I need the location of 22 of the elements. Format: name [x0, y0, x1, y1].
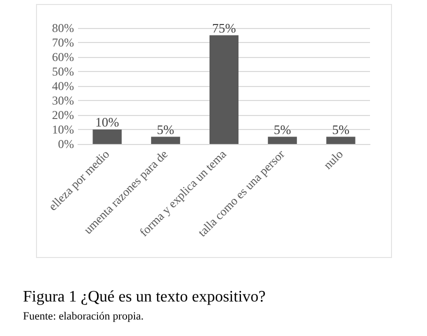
bar	[210, 35, 238, 144]
bar	[326, 136, 356, 144]
y-tick-label: 30%	[52, 94, 74, 108]
data-label: 10%	[95, 114, 120, 130]
source-note: Fuente: elaboración propia.	[23, 310, 144, 322]
y-tick-label: 20%	[52, 108, 74, 122]
data-label: 5%	[156, 122, 174, 137]
bar	[92, 130, 122, 144]
data-label: 5%	[274, 122, 292, 137]
text: Figura 1 ¿Qué es un texto expositivo?	[23, 288, 266, 306]
data-label: 5%	[332, 122, 350, 137]
y-tick-label: 80%	[52, 21, 74, 35]
y-tick-label: 0%	[58, 137, 74, 151]
data-label: 75%	[212, 20, 236, 36]
y-tick-label: 60%	[52, 50, 74, 64]
y-tick-label: 50%	[52, 64, 74, 78]
x-tick-label: nulo	[320, 147, 346, 172]
bar	[151, 136, 180, 144]
bar	[268, 136, 297, 144]
y-tick-label: 70%	[52, 36, 74, 50]
y-tick-label: 40%	[52, 79, 74, 93]
y-tick-label: 10%	[52, 122, 74, 136]
